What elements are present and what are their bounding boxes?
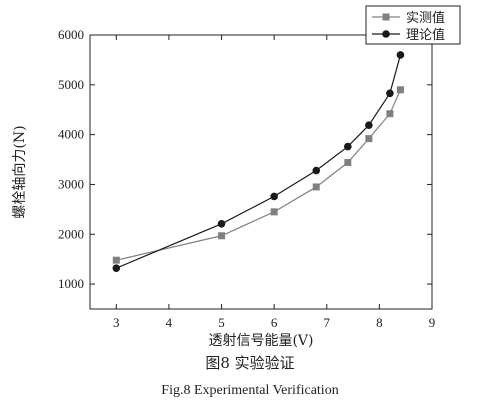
data-point-measured [386, 110, 394, 118]
x-tick-label: 3 [113, 315, 120, 330]
data-point-measured [270, 208, 278, 216]
data-point-theoretical [112, 264, 121, 272]
series-line-2 [116, 54, 402, 269]
data-point-measured [344, 159, 352, 167]
y-tick-label: 4000 [58, 127, 84, 142]
data-point-theoretical [270, 192, 278, 201]
figure-caption-chinese: 图8 实验验证 [205, 354, 295, 372]
y-tick-label: 3000 [58, 176, 84, 191]
legend-box [365, 5, 461, 45]
plot-frame [89, 34, 433, 310]
y-tick-label: 6000 [58, 27, 84, 42]
x-tick-label: 9 [429, 315, 436, 330]
legend-marker-circle [382, 30, 390, 38]
y-tick-label: 5000 [58, 77, 84, 92]
data-point-measured [396, 86, 404, 94]
figure-caption-english: Fig.8 Experimental Verification [161, 383, 339, 398]
y-axis-label: 螺栓轴向力(N) [12, 125, 28, 218]
legend-marker-square [382, 13, 390, 21]
y-tick-label: 2000 [58, 226, 84, 241]
x-tick-label: 8 [376, 315, 383, 330]
data-point-theoretical [396, 51, 405, 59]
data-point-measured [218, 232, 226, 240]
x-tick-label: 4 [166, 315, 173, 330]
series-line-1 [116, 89, 401, 261]
legend-label: 理论值 [406, 27, 445, 43]
data-point-theoretical [312, 166, 321, 175]
x-tick-label: 7 [324, 315, 331, 330]
data-point-theoretical [344, 142, 352, 151]
x-tick-label: 6 [271, 315, 278, 330]
data-point-theoretical [217, 220, 226, 228]
y-tick-label: 1000 [58, 276, 84, 291]
data-point-measured [112, 256, 120, 264]
x-tick-label: 5 [218, 315, 225, 330]
chart: 3 4 5 6 7 8 9 1000 2000 3000 4000 5000 6000 透射信号能量(V)… [12, 5, 461, 349]
data-point-theoretical [386, 89, 394, 98]
legend-label: 实测值 [406, 10, 445, 26]
data-point-measured [312, 183, 320, 191]
x-axis-label: 透射信号能量(V) [208, 333, 313, 349]
data-point-measured [365, 135, 373, 143]
data-point-theoretical [365, 121, 373, 129]
